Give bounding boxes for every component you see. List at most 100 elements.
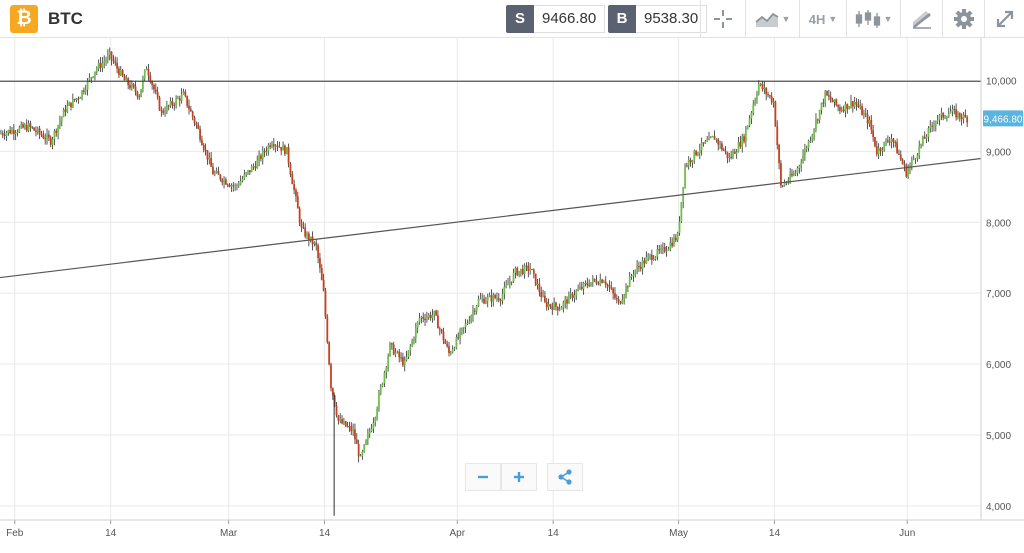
candle-down	[543, 295, 546, 302]
candle-down	[156, 91, 159, 98]
candle-down	[888, 141, 891, 143]
candle-up	[599, 279, 602, 285]
candle-up	[625, 286, 627, 296]
candlestick-button[interactable]: ▼	[846, 0, 900, 38]
candle-down	[224, 179, 227, 185]
zoom-out-button[interactable]	[465, 463, 501, 491]
candle-down	[593, 278, 596, 281]
candle-down	[254, 166, 257, 169]
candle-down	[626, 286, 629, 288]
candle-up	[910, 159, 913, 165]
settings-button[interactable]	[942, 0, 984, 38]
candle-up	[885, 140, 887, 142]
settings-icon	[953, 9, 974, 29]
candle-up	[11, 130, 13, 134]
buy-button[interactable]: B 9538.30	[608, 5, 708, 33]
candle-up	[667, 248, 670, 251]
candle-up	[947, 113, 950, 118]
candle-up	[180, 94, 183, 101]
candle-up	[649, 254, 651, 256]
candle-up	[938, 115, 941, 120]
candle-up	[833, 99, 836, 103]
candle-up	[14, 132, 17, 134]
candle-up	[394, 352, 397, 355]
zoom-in-button[interactable]	[501, 463, 537, 491]
candle-up	[169, 101, 172, 106]
candle-up	[735, 151, 738, 154]
candle-up	[62, 109, 65, 118]
candle-up	[512, 272, 515, 282]
candle-up	[741, 136, 744, 147]
price-chart[interactable]: 10,000 9,000 8,000 7,000 6,000 5,000 4,000 Feb 1…	[0, 38, 1024, 548]
timeframe-dropdown[interactable]: 4H ▼	[799, 0, 846, 38]
candle-up	[632, 274, 635, 277]
candle-up	[309, 236, 312, 241]
sell-button[interactable]: S 9466.80	[506, 5, 606, 33]
candle-up	[261, 150, 264, 160]
candle-down	[173, 104, 176, 106]
candle-down	[346, 426, 349, 428]
candle-down	[610, 287, 613, 289]
share-icon	[558, 469, 572, 485]
candle-up	[890, 138, 893, 143]
candle-up	[36, 128, 39, 133]
candle-down	[444, 340, 447, 344]
candle-down	[826, 91, 828, 96]
bitcoin-logo-icon: ₿	[10, 5, 38, 33]
candle-up	[243, 174, 246, 179]
candle-down	[186, 95, 189, 106]
candle-up	[385, 367, 388, 373]
candle-down	[761, 83, 764, 90]
candle-down	[219, 174, 222, 180]
candle-down	[38, 128, 41, 134]
candle-up	[634, 270, 637, 275]
candle-up	[803, 148, 806, 156]
candle-down	[555, 302, 557, 307]
candle-down	[424, 318, 426, 321]
candle-down	[331, 388, 334, 396]
candle-down	[765, 88, 768, 95]
candle-up	[603, 281, 605, 283]
fullscreen-button[interactable]	[984, 0, 1024, 38]
candle-up	[503, 286, 506, 294]
candle-up	[949, 111, 952, 114]
candle-up	[97, 62, 100, 69]
candle-down	[842, 109, 845, 112]
candle-down	[136, 91, 139, 97]
candle-up	[484, 301, 487, 304]
crosshair-button[interactable]	[700, 0, 745, 38]
candle-down	[40, 133, 43, 136]
candle-up	[560, 307, 563, 310]
share-controls	[547, 463, 583, 491]
candle-up	[60, 117, 63, 122]
candle-down	[781, 185, 784, 187]
candle-down	[619, 301, 622, 304]
candle-up	[693, 150, 696, 161]
share-button[interactable]	[547, 463, 583, 491]
candle-down	[663, 246, 666, 252]
candle-down	[341, 419, 343, 424]
candle-down	[73, 98, 76, 101]
candle-up	[459, 330, 461, 339]
candle-down	[204, 149, 207, 151]
candle-up	[352, 429, 355, 432]
last-price-tag	[983, 110, 1023, 127]
candle-up	[820, 102, 823, 110]
candle-down	[580, 286, 583, 289]
candle-up	[53, 130, 56, 140]
candle-up	[84, 89, 87, 92]
candle-down	[263, 150, 266, 153]
candle-up	[387, 355, 390, 368]
chart-type-button[interactable]: ▼	[745, 0, 799, 38]
candle-up	[256, 160, 259, 169]
candle-up	[343, 421, 345, 424]
candle-down	[614, 293, 616, 298]
candle-down	[77, 98, 80, 100]
candle-up	[700, 142, 703, 150]
candle-up	[562, 302, 565, 308]
candle-down	[147, 68, 150, 76]
candle-down	[617, 298, 620, 302]
candle-up	[687, 159, 690, 166]
drawing-tools-button[interactable]	[900, 0, 942, 38]
candle-down	[960, 117, 963, 120]
